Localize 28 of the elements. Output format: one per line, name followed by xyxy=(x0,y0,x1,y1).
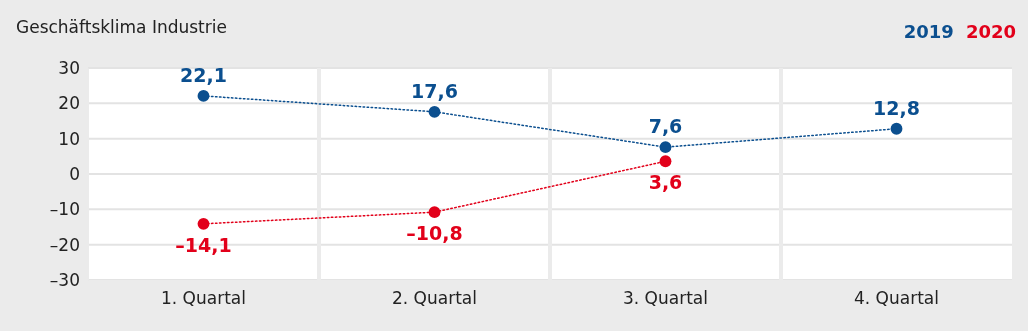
point xyxy=(428,105,441,118)
x-tick-label: 1. Quartal xyxy=(161,288,246,309)
y-tick-label: –10 xyxy=(49,199,80,220)
data-label: 3,6 xyxy=(648,171,683,194)
data-label: 22,1 xyxy=(180,63,227,86)
x-tick-label: 3. Quartal xyxy=(623,288,708,309)
text: 2019 xyxy=(903,21,954,42)
point xyxy=(890,122,903,135)
x-tick-label: 4. Quartal xyxy=(854,288,939,309)
chart-title: Geschäftsklima Industrie xyxy=(16,17,227,37)
y-tick-label: 0 xyxy=(69,163,80,184)
data-label: 12,8 xyxy=(873,96,920,119)
y-tick-label: –30 xyxy=(49,269,80,290)
point xyxy=(197,217,210,230)
data-label: –14,1 xyxy=(175,233,232,256)
point xyxy=(428,206,441,219)
y-tick-label: 20 xyxy=(58,93,80,114)
x-tick-label: 2. Quartal xyxy=(392,288,477,309)
point xyxy=(659,141,672,154)
data-label: 17,6 xyxy=(411,79,458,102)
y-tick-label: 10 xyxy=(58,128,80,149)
point xyxy=(197,90,210,102)
data-label: 7,6 xyxy=(648,115,683,138)
data-label: –10,8 xyxy=(406,222,463,245)
y-tick-label: –20 xyxy=(49,234,80,255)
text: 2020 xyxy=(965,21,1016,42)
y-tick-label: 30 xyxy=(58,57,80,78)
point xyxy=(659,155,672,168)
